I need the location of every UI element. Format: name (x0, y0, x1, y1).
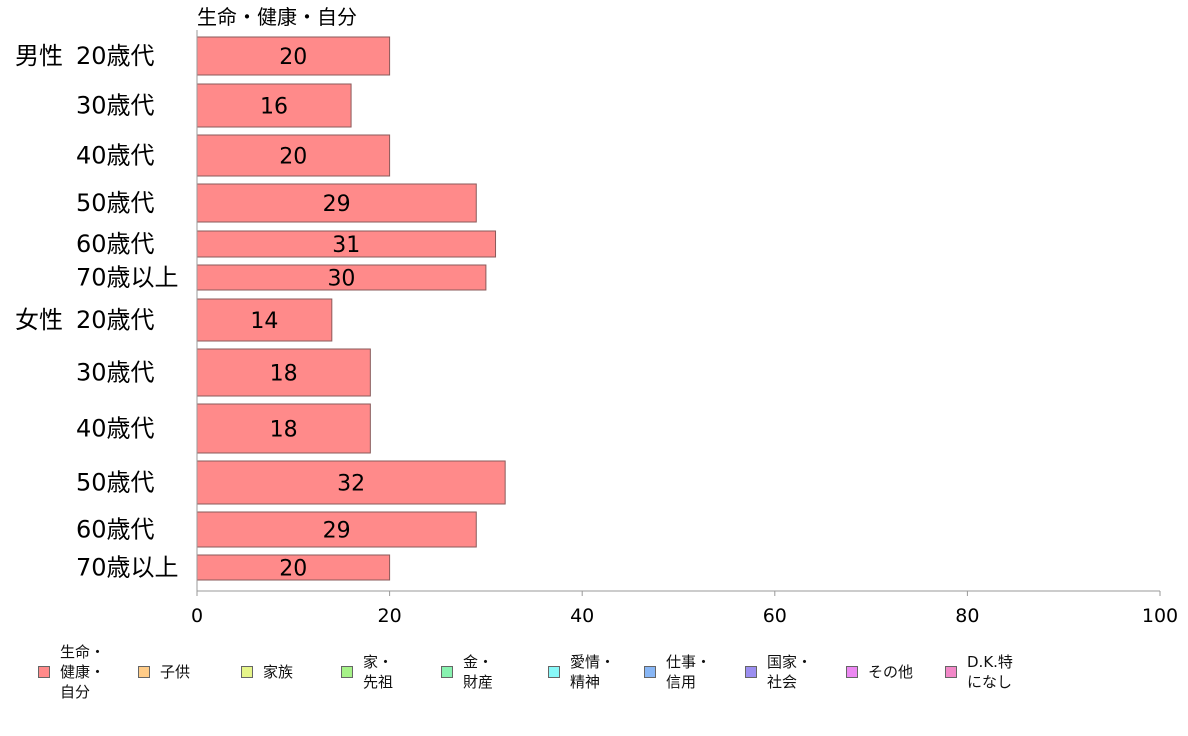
legend-label: その他 (868, 663, 914, 681)
category-label: 70歳以上 (76, 264, 179, 292)
legend-swatch (441, 666, 453, 678)
bar-value-label: 18 (270, 362, 298, 387)
legend-swatch (644, 666, 656, 678)
legend-swatch (945, 666, 957, 678)
bar (196, 134, 391, 177)
legend-swatch (745, 666, 757, 678)
legend-item: 愛情・ 精神 (548, 638, 615, 706)
category-label: 20歳代 (76, 306, 155, 334)
category-label: 30歳代 (76, 359, 155, 387)
legend-swatch (241, 666, 253, 678)
x-tick-label: 100 (1142, 605, 1178, 627)
bar (196, 83, 352, 128)
bar (196, 460, 506, 505)
category-label: 20歳代 (76, 42, 155, 70)
bar (196, 230, 497, 258)
legend-swatch (341, 666, 353, 678)
legend-swatch (38, 666, 50, 678)
legend-swatch (138, 666, 150, 678)
x-tick-label: 20 (378, 605, 402, 627)
bar-value-label: 20 (279, 557, 307, 582)
x-tick-label: 0 (191, 605, 203, 627)
bar (196, 183, 477, 223)
group-label: 男性 (15, 42, 63, 70)
category-label: 70歳以上 (76, 554, 179, 582)
bar-value-label: 30 (327, 267, 355, 292)
legend-label: 子供 (160, 663, 191, 681)
category-label: 50歳代 (76, 189, 155, 217)
bar (196, 298, 333, 342)
legend-item: 家族 (241, 638, 293, 706)
legend-item: D.K.特 になし (945, 638, 1013, 706)
legend-item: 子供 (138, 638, 190, 706)
bar-value-label: 32 (337, 472, 365, 497)
legend-item: 金・ 財産 (441, 638, 493, 706)
legend-label: 仕事・ 信用 (666, 653, 712, 691)
legend-label: D.K.特 になし (967, 653, 1013, 691)
category-label: 60歳代 (76, 230, 155, 258)
bar-value-label: 29 (323, 192, 351, 217)
legend-label: 国家・ 社会 (767, 653, 813, 691)
legend-item: 家・ 先祖 (341, 638, 393, 706)
bar-value-label: 18 (270, 418, 298, 443)
legend-swatch (548, 666, 560, 678)
bar-value-label: 29 (323, 519, 351, 544)
category-label: 40歳代 (76, 142, 155, 170)
chart-legend: 生命・ 健康・ 自分 子供 家族 家・ 先祖 金・ 財産 愛情・ 精神 仕事・ 信用 国家・ … (38, 638, 1178, 718)
legend-label: 生命・ 健康・ 自分 (60, 643, 106, 701)
legend-item: 生命・ 健康・ 自分 (38, 638, 105, 706)
legend-label: 金・ 財産 (463, 653, 494, 691)
legend-swatch (846, 666, 858, 678)
legend-item: その他 (846, 638, 913, 706)
legend-item: 国家・ 社会 (745, 638, 812, 706)
bar (196, 36, 391, 76)
bar (196, 511, 477, 548)
group-label: 女性 (15, 306, 63, 334)
bar-value-label: 14 (250, 309, 278, 334)
series-top-label: 生命・健康・自分 (197, 5, 357, 29)
x-tick-label: 40 (570, 605, 594, 627)
legend-label: 家・ 先祖 (363, 653, 394, 691)
bar-value-label: 20 (279, 45, 307, 70)
category-label: 60歳代 (76, 516, 155, 544)
bar (196, 554, 391, 581)
legend-label: 愛情・ 精神 (570, 653, 616, 691)
bar-value-label: 16 (260, 95, 288, 120)
x-tick-label: 60 (763, 605, 787, 627)
x-tick-label: 80 (955, 605, 979, 627)
category-label: 30歳代 (76, 92, 155, 120)
category-label: 50歳代 (76, 469, 155, 497)
bar-value-label: 31 (332, 233, 360, 258)
legend-item: 仕事・ 信用 (644, 638, 711, 706)
legend-label: 家族 (263, 663, 294, 681)
bar-value-label: 20 (279, 145, 307, 170)
category-label: 40歳代 (76, 415, 155, 443)
